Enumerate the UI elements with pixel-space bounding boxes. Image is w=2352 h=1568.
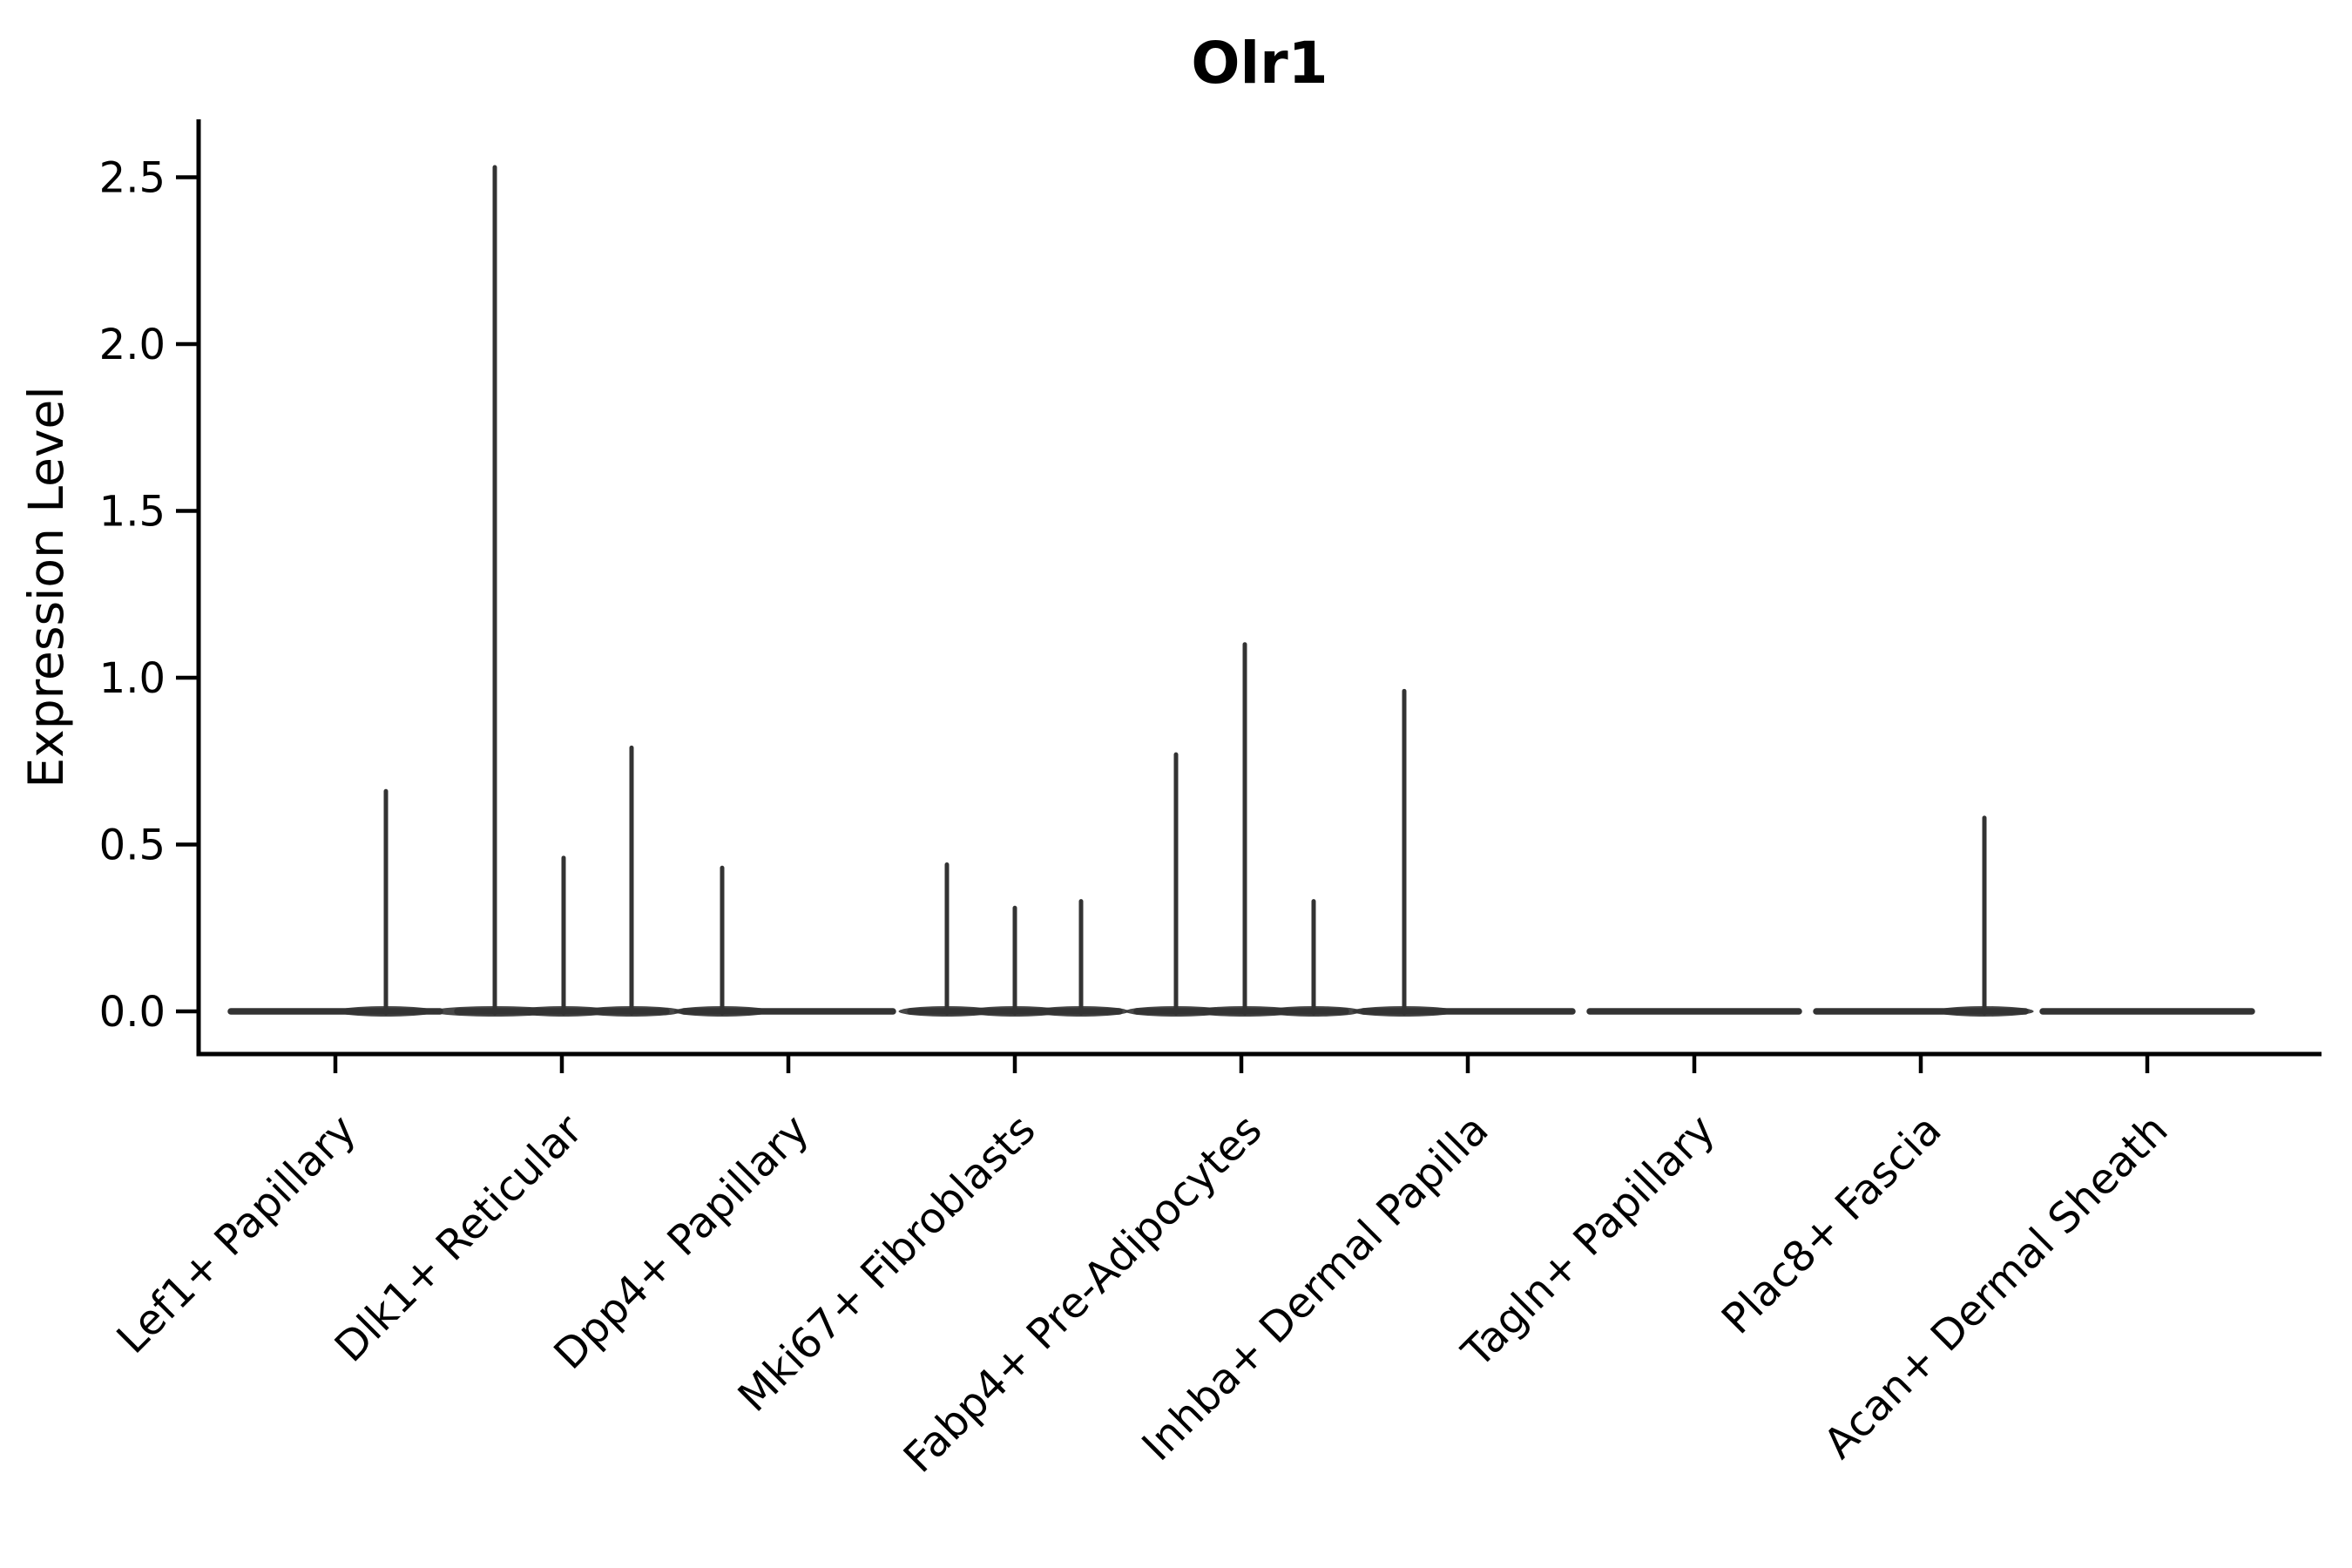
y-tick-label: 0.0 bbox=[99, 988, 166, 1037]
x-tick-label: Fabp4+ Pre-Adipocytes bbox=[895, 1105, 1272, 1483]
y-tick-label: 0.5 bbox=[99, 821, 166, 870]
x-tick-label: Plac8+ Fascia bbox=[1713, 1105, 1951, 1344]
chart-title: Olr1 bbox=[1191, 30, 1328, 97]
y-tick-label: 2.5 bbox=[99, 154, 166, 203]
x-tick-label: Lef1+ Papillary bbox=[108, 1105, 366, 1363]
x-tick-label: Tagln+ Papillary bbox=[1452, 1105, 1724, 1377]
y-tick-label: 1.0 bbox=[99, 654, 166, 703]
y-tick-label: 1.5 bbox=[99, 488, 166, 537]
y-axis-label: Expression Level bbox=[18, 386, 74, 787]
y-tick-label: 2.0 bbox=[99, 321, 166, 369]
x-tick-label: Dlk1+ Reticular bbox=[326, 1105, 592, 1372]
